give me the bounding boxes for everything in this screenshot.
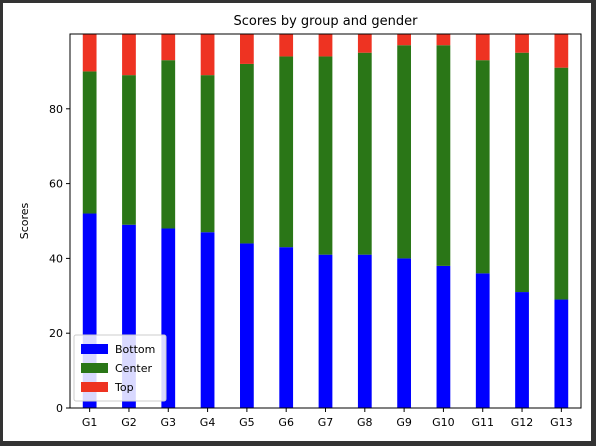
x-tick-label: G5	[239, 416, 255, 429]
legend: Bottom Center Top	[73, 334, 167, 402]
legend-label-top: Top	[114, 381, 134, 394]
bar-bottom-g11	[475, 273, 490, 408]
bar-top-g2	[122, 34, 136, 76]
bar-top-g4	[200, 34, 215, 76]
x-axis-ticks: G1 G2 G3 G4 G5 G6 G7 G8 G9 G10 G11 G12 G13	[82, 408, 573, 429]
bar-center-g12	[515, 52, 529, 293]
legend-label-center: Center	[115, 362, 153, 375]
bar-center-g1	[82, 71, 97, 214]
x-tick-label: G6	[278, 416, 294, 429]
bar-bottom-g10	[436, 265, 451, 408]
legend-swatch-bottom	[81, 344, 108, 354]
stacked-bar-chart: Scores by group and gender Scores 0 20 40 6…	[18, 14, 582, 429]
x-tick-label: G10	[432, 416, 455, 429]
bar-top-g1	[82, 34, 97, 72]
bar-top-g9	[397, 34, 411, 46]
bar-top-g12	[515, 34, 529, 53]
bar-center-g7	[318, 56, 333, 255]
bar-bottom-g4	[200, 232, 215, 408]
y-axis-ticks: 0 20 40 60 80	[49, 103, 70, 415]
bar-center-g8	[357, 52, 372, 255]
bar-bottom-g12	[515, 292, 529, 408]
bar-center-g9	[397, 45, 411, 259]
bar-bottom-g7	[318, 254, 333, 408]
y-tick-label: 80	[49, 103, 63, 116]
legend-swatch-top	[81, 382, 108, 392]
x-tick-label: G8	[357, 416, 373, 429]
x-tick-label: G4	[200, 416, 216, 429]
x-tick-label: G9	[396, 416, 412, 429]
bar-center-g5	[240, 63, 254, 244]
bar-bottom-g5	[240, 243, 254, 408]
bar-top-g11	[475, 34, 490, 61]
y-tick-label: 0	[56, 402, 63, 415]
bar-center-g11	[475, 60, 490, 274]
bar-top-g8	[357, 34, 372, 53]
bar-bottom-g8	[357, 254, 372, 408]
x-tick-label: G12	[511, 416, 534, 429]
x-tick-label: G13	[550, 416, 573, 429]
y-axis-label: Scores	[18, 202, 31, 239]
bar-center-g2	[122, 75, 136, 225]
chart-title: Scores by group and gender	[234, 14, 419, 29]
x-tick-label: G2	[121, 416, 137, 429]
y-tick-label: 40	[49, 252, 63, 265]
bar-center-g13	[554, 67, 569, 300]
legend-label-bottom: Bottom	[115, 343, 155, 356]
bar-center-g4	[200, 75, 215, 233]
bar-top-g6	[279, 34, 294, 57]
y-tick-label: 20	[49, 327, 63, 340]
bar-top-g3	[161, 34, 176, 61]
y-tick-label: 60	[49, 178, 63, 191]
bar-top-g5	[240, 34, 254, 64]
x-tick-label: G11	[471, 416, 494, 429]
x-tick-label: G7	[318, 416, 334, 429]
bar-center-g6	[279, 56, 294, 248]
bar-center-g3	[161, 60, 176, 229]
bar-top-g7	[318, 34, 333, 57]
x-tick-label: G1	[82, 416, 98, 429]
legend-swatch-center	[81, 363, 108, 373]
x-tick-label: G3	[161, 416, 177, 429]
chart-window: Scores by group and gender Scores 0 20 40 6…	[3, 3, 591, 441]
bar-top-g13	[554, 34, 569, 68]
bar-bottom-g6	[279, 247, 294, 408]
bar-center-g10	[436, 45, 451, 266]
bar-bottom-g9	[397, 258, 411, 408]
bar-bottom-g13	[554, 299, 569, 408]
bar-top-g10	[436, 34, 451, 46]
